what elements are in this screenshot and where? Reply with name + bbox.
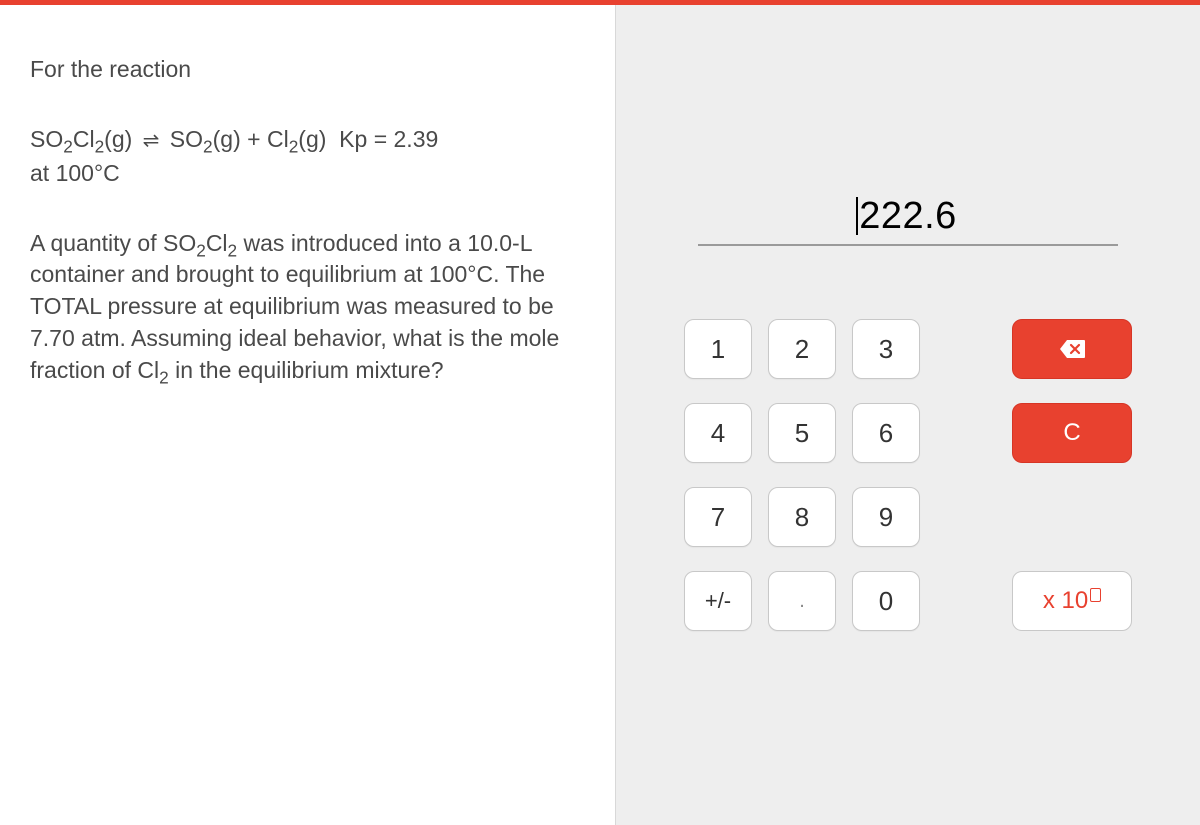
key-1[interactable]: 1 (684, 319, 752, 379)
reaction-equation: SO2Cl2(g) ⇌ SO2(g) + Cl2(g) Kp = 2.39 (30, 123, 585, 155)
key-5[interactable]: 5 (768, 403, 836, 463)
key-3[interactable]: 3 (852, 319, 920, 379)
sci-label: x 10 (1043, 587, 1088, 615)
equilibrium-arrow-icon: ⇌ (143, 127, 160, 155)
key-0[interactable]: 0 (852, 571, 920, 631)
answer-value: 222.6 (859, 195, 957, 238)
reaction-temperature: at 100°C (30, 157, 585, 189)
clear-button[interactable]: C (1012, 403, 1132, 463)
keypad: 1 2 3 4 5 6 C 7 8 9 +/- . (684, 316, 1132, 634)
question-pane: For the reaction SO2Cl2(g) ⇌ SO2(g) + Cl… (0, 5, 615, 825)
key-9[interactable]: 9 (852, 487, 920, 547)
answer-display[interactable]: 222.6 (698, 195, 1118, 246)
key-7[interactable]: 7 (684, 487, 752, 547)
kp-value: Kp = 2.39 (339, 126, 438, 152)
key-2[interactable]: 2 (768, 319, 836, 379)
key-6[interactable]: 6 (852, 403, 920, 463)
question-intro: For the reaction (30, 53, 585, 85)
key-4[interactable]: 4 (684, 403, 752, 463)
key-sign[interactable]: +/- (684, 571, 752, 631)
main-container: For the reaction SO2Cl2(g) ⇌ SO2(g) + Cl… (0, 5, 1200, 825)
key-8[interactable]: 8 (768, 487, 836, 547)
backspace-icon (1059, 339, 1085, 359)
backspace-button[interactable] (1012, 319, 1132, 379)
key-decimal[interactable]: . (768, 571, 836, 631)
answer-pane: 222.6 1 2 3 4 5 6 C 7 8 9 (615, 5, 1200, 825)
sci-notation-button[interactable]: x 10 (1012, 571, 1132, 631)
exponent-box-icon (1090, 588, 1101, 602)
question-body: A quantity of SO2Cl2 was introduced into… (30, 228, 585, 387)
